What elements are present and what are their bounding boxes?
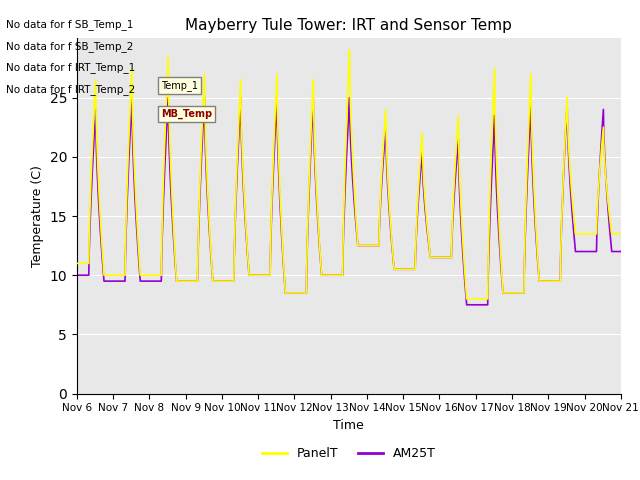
Text: No data for f IRT_Temp_1: No data for f IRT_Temp_1	[6, 62, 136, 73]
Text: No data for f SB_Temp_2: No data for f SB_Temp_2	[6, 41, 134, 52]
X-axis label: Time: Time	[333, 419, 364, 432]
Text: No data for f IRT_Temp_2: No data for f IRT_Temp_2	[6, 84, 136, 95]
Text: No data for f SB_Temp_1: No data for f SB_Temp_1	[6, 19, 134, 30]
Legend: PanelT, AM25T: PanelT, AM25T	[257, 443, 440, 466]
Text: Temp_1: Temp_1	[161, 80, 198, 91]
Title: Mayberry Tule Tower: IRT and Sensor Temp: Mayberry Tule Tower: IRT and Sensor Temp	[186, 18, 512, 33]
Text: MB_Temp: MB_Temp	[161, 108, 212, 119]
Y-axis label: Temperature (C): Temperature (C)	[31, 165, 44, 267]
